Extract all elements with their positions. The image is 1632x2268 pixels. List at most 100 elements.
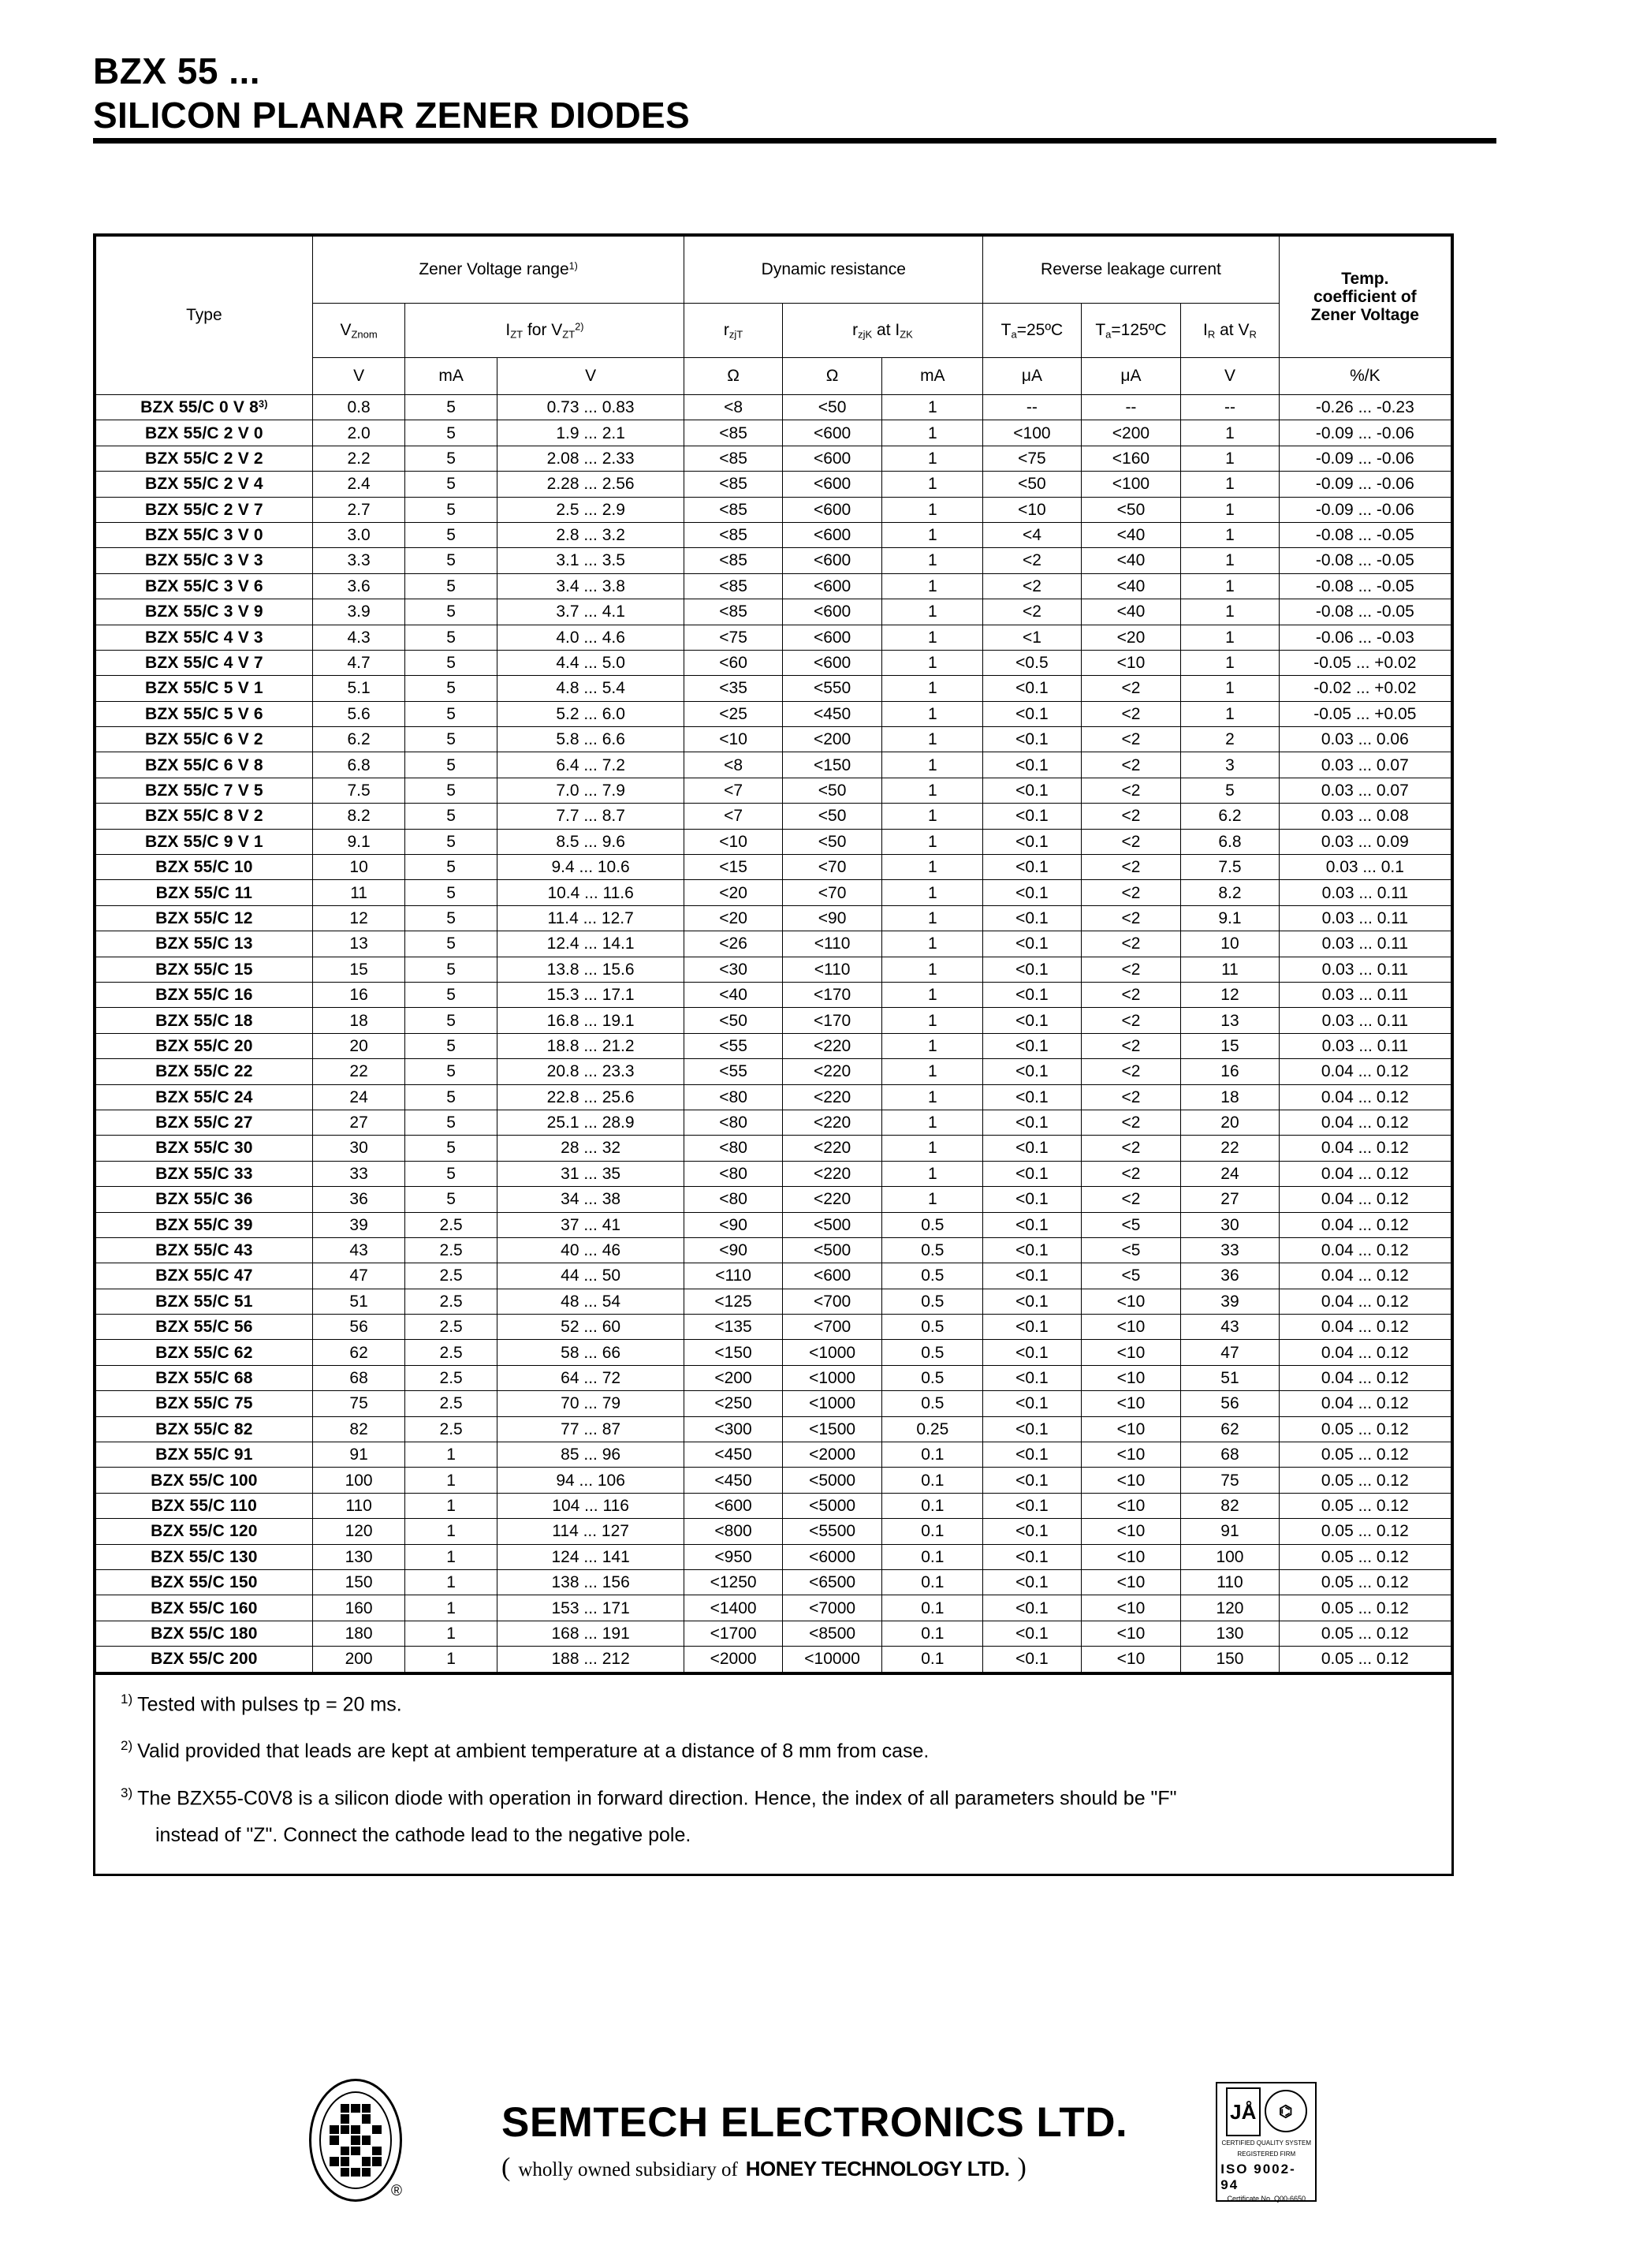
cell-tkvz: 0.03 ... 0.07 bbox=[1278, 752, 1452, 778]
table-row: BZX 55/C 47 47 2.5 44 ... 50 <110 <600 0.5 <0.1… bbox=[95, 1263, 1452, 1289]
logo-grid-cell bbox=[362, 2147, 371, 2155]
cell-vzt: 7.0 ... 7.9 bbox=[496, 777, 685, 804]
cell-izk: 0.5 bbox=[881, 1314, 984, 1341]
table-row: BZX 55/C 150 150 1 138 ... 156 <1250 <6500 0.1… bbox=[95, 1569, 1452, 1596]
cell-izt: 5 bbox=[404, 803, 497, 830]
cell-ta125: <40 bbox=[1080, 599, 1182, 625]
type-label: BZX 55/C 130 bbox=[151, 1547, 258, 1566]
cell-ta25: <0.1 bbox=[982, 1186, 1082, 1213]
type-label: BZX 55/C 2 V 4 bbox=[144, 475, 263, 494]
cell-tkvz: 0.03 ... 0.11 bbox=[1278, 905, 1452, 932]
cell-ta125: <2 bbox=[1080, 752, 1182, 778]
cell-vznom: 2.7 bbox=[311, 496, 406, 523]
header-row-groups: Type Zener Voltage range1) Dynamic resis… bbox=[95, 236, 1452, 395]
cell-ta25: <0.1 bbox=[982, 1314, 1082, 1341]
cell-vr: 39 bbox=[1180, 1288, 1280, 1315]
cell-vznom: 2.0 bbox=[311, 420, 406, 446]
cell-vzt: 13.8 ... 15.6 bbox=[496, 956, 685, 983]
cell-izk: 1 bbox=[881, 394, 984, 421]
col-header-temp-coefficient: Temp. coefficient of Zener Voltage bbox=[1278, 236, 1452, 358]
cell-ta125: <160 bbox=[1080, 445, 1182, 472]
cell-type: BZX 55/C 8 V 2 bbox=[95, 803, 313, 830]
cell-vzt: 2.28 ... 2.56 bbox=[496, 471, 685, 498]
cell-vzt: 188 ... 212 bbox=[496, 1646, 685, 1673]
logo-grid-cell bbox=[361, 2114, 371, 2124]
cell-rzjt: <800 bbox=[684, 1518, 783, 1545]
symbol-rzjt-sub: zjT bbox=[728, 327, 743, 340]
cell-ta25: <0.1 bbox=[982, 1339, 1082, 1366]
footnote-2-text: Valid provided that leads are kept at am… bbox=[137, 1740, 930, 1763]
cell-vznom: 160 bbox=[311, 1595, 406, 1621]
cell-ta25: <0.1 bbox=[982, 956, 1082, 983]
cell-rzjk: <220 bbox=[781, 1032, 883, 1060]
cell-tkvz: 0.05 ... 0.12 bbox=[1278, 1518, 1452, 1545]
cell-ta125: <5 bbox=[1080, 1263, 1182, 1289]
table-row: BZX 55/C 130 130 1 124 ... 141 <950 <6000 0.1 <… bbox=[95, 1543, 1452, 1570]
iso-certificate-number: Certificate No. Q00-6650 bbox=[1227, 2195, 1306, 2203]
type-label: BZX 55/C 7 V 5 bbox=[144, 781, 263, 800]
cell-rzjt: <90 bbox=[684, 1211, 783, 1238]
cell-rzjt: <85 bbox=[684, 547, 783, 574]
cell-vr: 27 bbox=[1180, 1186, 1280, 1213]
cell-vr: 2 bbox=[1180, 726, 1280, 753]
cell-vzt: 114 ... 127 bbox=[496, 1518, 685, 1545]
cell-vr: 56 bbox=[1180, 1390, 1280, 1417]
symbol-ta125-base: T bbox=[1095, 320, 1106, 339]
cell-ta25: <1 bbox=[982, 624, 1082, 651]
cell-izk: 0.1 bbox=[881, 1646, 984, 1673]
cell-vr: 82 bbox=[1180, 1492, 1280, 1520]
cell-vzt: 70 ... 79 bbox=[496, 1390, 685, 1417]
type-label: BZX 55/C 18 bbox=[155, 1011, 253, 1030]
cell-ta25: <50 bbox=[982, 471, 1082, 498]
cell-izk: 1 bbox=[881, 905, 984, 932]
cell-izt: 5 bbox=[404, 1186, 497, 1213]
page-title-line1: BZX 55 ... bbox=[93, 50, 261, 91]
footnote-1-marker: 1) bbox=[121, 1691, 133, 1707]
cell-vr: 13 bbox=[1180, 1007, 1280, 1034]
cell-izk: 1 bbox=[881, 471, 984, 498]
table-row: BZX 55/C 5 V 6 5.6 5 5.2 ... 6.0 <25 <450 1 <0.… bbox=[95, 700, 1452, 728]
type-label: BZX 55/C 15 bbox=[155, 960, 253, 979]
logo-grid-cell bbox=[372, 2146, 382, 2156]
cell-rzjt: <85 bbox=[684, 420, 783, 446]
cell-izt: 5 bbox=[404, 1109, 497, 1136]
cell-vzt: 8.5 ... 9.6 bbox=[496, 828, 685, 856]
cell-type: BZX 55/C 9 V 1 bbox=[95, 828, 313, 856]
cell-vr: 12 bbox=[1180, 981, 1280, 1009]
cell-rzjt: <80 bbox=[684, 1135, 783, 1162]
cell-type: BZX 55/C 12 bbox=[95, 905, 313, 932]
cell-rzjk: <50 bbox=[781, 777, 883, 804]
cell-tkvz: 0.05 ... 0.12 bbox=[1278, 1416, 1452, 1443]
zener-range-footnote-marker: 1) bbox=[568, 261, 578, 273]
footnote-2: 2) Valid provided that leads are kept at … bbox=[116, 1737, 1431, 1764]
cell-type: BZX 55/C 15 bbox=[95, 956, 313, 983]
type-label: BZX 55/C 62 bbox=[155, 1343, 253, 1362]
cell-rzjk: <220 bbox=[781, 1135, 883, 1162]
cell-rzjt: <250 bbox=[684, 1390, 783, 1417]
cell-vznom: 5.1 bbox=[311, 675, 406, 702]
cell-rzjt: <8 bbox=[684, 394, 783, 421]
cell-vzt: 3.1 ... 3.5 bbox=[496, 547, 685, 574]
cell-izt: 5 bbox=[404, 573, 497, 600]
cell-ta25: <0.1 bbox=[982, 675, 1082, 702]
unit-rzjk: Ω bbox=[781, 357, 883, 395]
cell-vznom: 3.0 bbox=[311, 521, 406, 549]
cell-tkvz: 0.03 ... 0.07 bbox=[1278, 777, 1452, 804]
logo-grid-cell bbox=[372, 2168, 382, 2177]
cell-vzt: 2.8 ... 3.2 bbox=[496, 521, 685, 549]
cell-vznom: 8.2 bbox=[311, 803, 406, 830]
cell-tkvz: -0.02 ... +0.02 bbox=[1278, 675, 1452, 702]
cell-tkvz: 0.05 ... 0.12 bbox=[1278, 1569, 1452, 1596]
cell-izk: 1 bbox=[881, 420, 984, 446]
cell-tkvz: 0.03 ... 0.09 bbox=[1278, 828, 1452, 856]
cell-tkvz: 0.03 ... 0.1 bbox=[1278, 854, 1452, 881]
cell-izt: 5 bbox=[404, 599, 497, 625]
cell-rzjk: <500 bbox=[781, 1237, 883, 1264]
cell-vznom: 16 bbox=[311, 981, 406, 1009]
cell-izk: 1 bbox=[881, 496, 984, 523]
cell-tkvz: 0.05 ... 0.12 bbox=[1278, 1620, 1452, 1647]
symbol-vznom-sub: Znom bbox=[351, 327, 378, 340]
cell-vzt: 2.08 ... 2.33 bbox=[496, 445, 685, 472]
logo-grid-cell bbox=[330, 2157, 339, 2166]
cell-rzjt: <10 bbox=[684, 726, 783, 753]
